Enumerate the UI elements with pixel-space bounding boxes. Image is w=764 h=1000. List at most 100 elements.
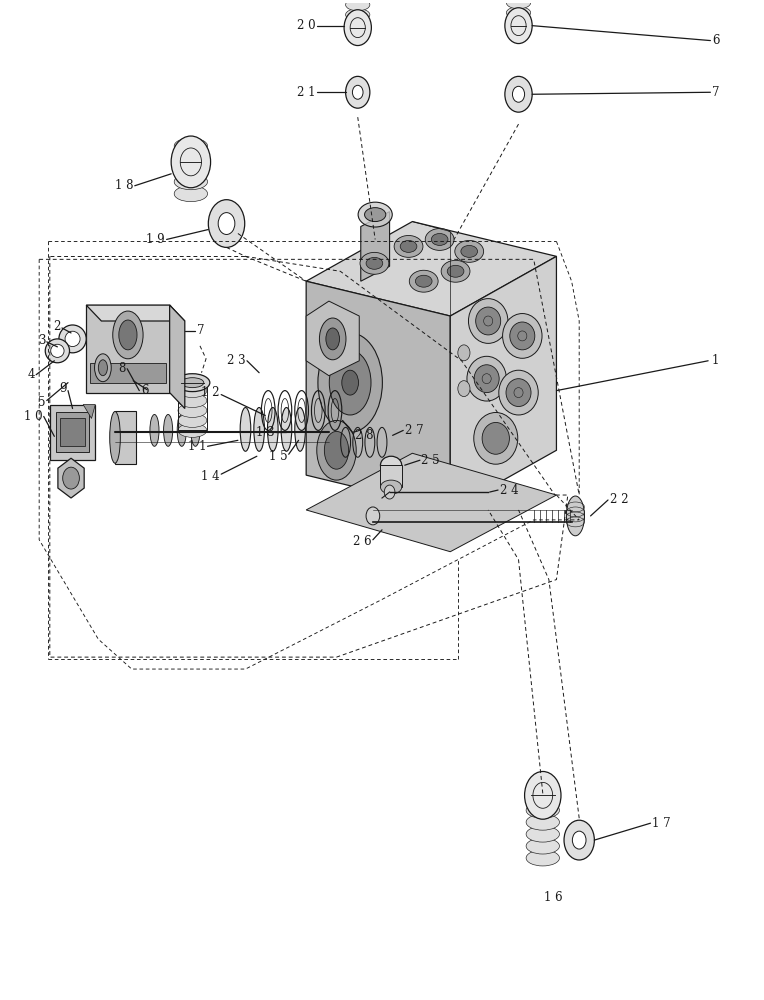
Ellipse shape [526, 850, 559, 866]
Circle shape [513, 86, 525, 102]
Ellipse shape [178, 423, 207, 437]
Ellipse shape [329, 350, 371, 415]
Ellipse shape [178, 404, 207, 417]
Ellipse shape [178, 384, 207, 398]
Circle shape [458, 345, 470, 361]
Text: 6: 6 [141, 384, 148, 397]
Bar [60, 418, 85, 446]
Text: 1 0: 1 0 [24, 410, 42, 423]
Ellipse shape [468, 299, 508, 343]
Text: 2 2: 2 2 [610, 493, 628, 506]
Polygon shape [361, 212, 390, 281]
Text: 2 7: 2 7 [405, 424, 423, 437]
Ellipse shape [119, 320, 137, 350]
Ellipse shape [499, 370, 539, 415]
Circle shape [572, 831, 586, 849]
Ellipse shape [281, 408, 292, 451]
Ellipse shape [364, 208, 386, 222]
Polygon shape [450, 256, 556, 510]
Ellipse shape [254, 408, 264, 451]
Ellipse shape [240, 408, 251, 451]
Circle shape [345, 76, 370, 108]
Text: 2: 2 [53, 320, 60, 333]
Ellipse shape [45, 339, 70, 363]
Text: 1 1: 1 1 [187, 440, 206, 453]
Ellipse shape [400, 240, 417, 252]
Ellipse shape [267, 408, 278, 451]
Text: 4: 4 [28, 368, 34, 381]
Polygon shape [306, 281, 450, 510]
Circle shape [344, 10, 371, 46]
Ellipse shape [345, 29, 370, 41]
Ellipse shape [366, 257, 383, 269]
Ellipse shape [467, 356, 507, 401]
Text: 1 7: 1 7 [652, 817, 671, 830]
Ellipse shape [507, 17, 531, 29]
Ellipse shape [394, 235, 423, 257]
Text: 3: 3 [37, 334, 45, 347]
Bar [56, 412, 89, 452]
Circle shape [209, 200, 244, 247]
Ellipse shape [50, 344, 64, 357]
Ellipse shape [432, 233, 448, 245]
Ellipse shape [295, 408, 306, 451]
Text: 5: 5 [37, 396, 45, 409]
Ellipse shape [566, 496, 584, 536]
Polygon shape [115, 410, 135, 464]
Ellipse shape [175, 374, 210, 392]
Polygon shape [58, 458, 84, 498]
Ellipse shape [325, 431, 348, 469]
Ellipse shape [380, 480, 402, 494]
Ellipse shape [507, 27, 531, 39]
Bar [90, 363, 166, 383]
Text: 9: 9 [59, 382, 66, 395]
Ellipse shape [503, 314, 542, 358]
Ellipse shape [177, 414, 186, 446]
Text: 2 8: 2 8 [354, 429, 373, 442]
Ellipse shape [99, 360, 108, 376]
Ellipse shape [174, 138, 208, 154]
Ellipse shape [474, 365, 499, 393]
Ellipse shape [163, 414, 173, 446]
Ellipse shape [526, 838, 559, 854]
Polygon shape [170, 305, 185, 409]
Bar [380, 465, 402, 487]
Circle shape [366, 507, 380, 525]
Ellipse shape [318, 333, 382, 432]
Text: 2 1: 2 1 [296, 86, 316, 99]
Ellipse shape [447, 265, 464, 277]
Ellipse shape [526, 814, 559, 830]
Ellipse shape [113, 311, 143, 359]
Text: 7: 7 [712, 86, 720, 99]
Ellipse shape [317, 420, 356, 480]
Ellipse shape [174, 186, 208, 202]
Text: 2 0: 2 0 [296, 19, 316, 32]
Circle shape [525, 771, 561, 819]
Ellipse shape [191, 414, 200, 446]
Circle shape [505, 8, 533, 44]
Ellipse shape [326, 328, 339, 350]
Ellipse shape [110, 411, 121, 463]
Ellipse shape [426, 229, 454, 250]
Circle shape [384, 485, 395, 499]
Text: 2 5: 2 5 [422, 454, 440, 467]
Ellipse shape [474, 412, 518, 464]
Ellipse shape [380, 456, 402, 474]
Ellipse shape [410, 270, 438, 292]
Polygon shape [86, 305, 185, 321]
Polygon shape [306, 301, 359, 376]
Ellipse shape [360, 252, 389, 274]
Ellipse shape [482, 422, 510, 454]
Text: 1 6: 1 6 [544, 891, 563, 904]
Ellipse shape [441, 260, 470, 282]
Ellipse shape [178, 394, 207, 408]
Ellipse shape [150, 414, 159, 446]
Text: 2 3: 2 3 [227, 354, 245, 367]
Text: 1 9: 1 9 [147, 233, 165, 246]
Ellipse shape [178, 413, 207, 427]
Text: 6: 6 [712, 34, 720, 47]
Polygon shape [83, 405, 96, 418]
Ellipse shape [526, 826, 559, 842]
Circle shape [352, 85, 363, 99]
Circle shape [171, 136, 211, 188]
